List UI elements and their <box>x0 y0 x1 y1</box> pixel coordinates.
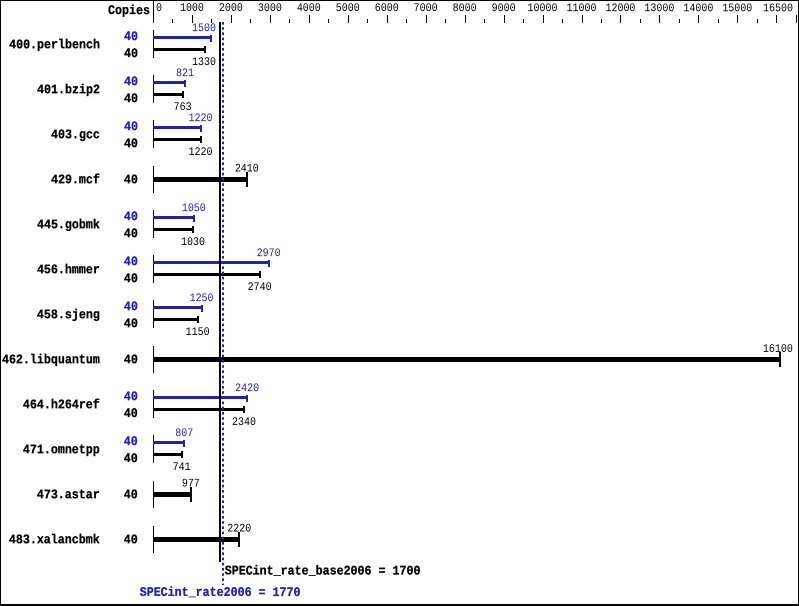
svg-text:40: 40 <box>124 227 138 242</box>
svg-text:40: 40 <box>124 210 138 225</box>
svg-text:40: 40 <box>124 452 138 467</box>
svg-text:11000: 11000 <box>567 3 597 16</box>
svg-text:445.gobmk: 445.gobmk <box>37 218 100 233</box>
svg-text:483.xalancbmk: 483.xalancbmk <box>9 533 100 548</box>
svg-text:473.astar: 473.astar <box>37 488 100 503</box>
svg-text:15000: 15000 <box>722 3 752 16</box>
svg-text:763: 763 <box>174 101 192 114</box>
svg-text:40: 40 <box>124 317 138 332</box>
svg-text:400.perlbench: 400.perlbench <box>9 38 100 53</box>
svg-text:40: 40 <box>124 92 138 107</box>
svg-text:40: 40 <box>124 30 138 45</box>
svg-text:40: 40 <box>124 173 138 188</box>
svg-text:40: 40 <box>124 75 138 90</box>
svg-text:5000: 5000 <box>336 2 360 15</box>
svg-text:40: 40 <box>124 300 138 315</box>
svg-text:40: 40 <box>124 533 138 548</box>
svg-text:1150: 1150 <box>186 326 210 339</box>
svg-text:7000: 7000 <box>414 2 438 15</box>
svg-text:458.sjeng: 458.sjeng <box>37 308 100 323</box>
svg-text:2220: 2220 <box>227 523 251 536</box>
svg-text:401.bzip2: 401.bzip2 <box>37 83 100 98</box>
svg-text:40: 40 <box>124 390 138 405</box>
svg-text:1050: 1050 <box>182 203 206 216</box>
svg-text:403.gcc: 403.gcc <box>51 128 100 143</box>
svg-text:821: 821 <box>176 68 194 81</box>
svg-text:741: 741 <box>173 461 191 474</box>
svg-text:464.h264ref: 464.h264ref <box>23 398 100 413</box>
svg-text:40: 40 <box>124 272 138 287</box>
svg-text:1220: 1220 <box>188 113 212 126</box>
svg-text:40: 40 <box>124 47 138 62</box>
svg-text:40: 40 <box>124 255 138 270</box>
svg-text:4000: 4000 <box>297 2 321 15</box>
svg-text:1220: 1220 <box>188 146 212 159</box>
svg-text:10000: 10000 <box>528 3 558 16</box>
svg-text:0: 0 <box>156 2 162 15</box>
svg-text:977: 977 <box>182 478 200 491</box>
svg-text:16500: 16500 <box>763 3 793 16</box>
svg-text:13000: 13000 <box>644 3 674 16</box>
svg-text:40: 40 <box>124 137 138 152</box>
svg-text:1500: 1500 <box>192 23 216 36</box>
svg-text:1030: 1030 <box>181 236 205 249</box>
svg-text:471.omnetpp: 471.omnetpp <box>23 443 100 458</box>
svg-text:40: 40 <box>124 407 138 422</box>
svg-text:3000: 3000 <box>258 2 282 15</box>
svg-text:2410: 2410 <box>235 163 259 176</box>
svg-text:40: 40 <box>124 120 138 135</box>
svg-text:1330: 1330 <box>192 56 216 69</box>
svg-text:1250: 1250 <box>190 293 214 306</box>
svg-text:462.libquantum: 462.libquantum <box>2 353 100 368</box>
svg-text:12000: 12000 <box>605 3 635 16</box>
svg-text:9000: 9000 <box>492 3 516 16</box>
svg-text:1000: 1000 <box>180 2 204 15</box>
svg-text:2970: 2970 <box>257 248 281 261</box>
svg-text:2000: 2000 <box>219 2 243 15</box>
svg-text:40: 40 <box>124 353 138 368</box>
svg-text:429.mcf: 429.mcf <box>51 173 100 188</box>
svg-text:16100: 16100 <box>763 343 793 356</box>
svg-text:6000: 6000 <box>375 2 399 15</box>
svg-text:SPECint_rate_base2006 = 1700: SPECint_rate_base2006 = 1700 <box>225 564 421 579</box>
svg-text:SPECint_rate2006 = 1770: SPECint_rate2006 = 1770 <box>140 585 301 600</box>
svg-text:2420: 2420 <box>235 383 259 396</box>
svg-text:456.hmmer: 456.hmmer <box>37 263 100 278</box>
svg-text:14000: 14000 <box>683 3 713 16</box>
svg-text:2740: 2740 <box>248 281 272 294</box>
svg-text:2340: 2340 <box>232 416 256 429</box>
svg-text:8000: 8000 <box>453 2 477 15</box>
svg-text:40: 40 <box>124 488 138 503</box>
svg-text:807: 807 <box>175 428 193 441</box>
svg-text:Copies: Copies <box>108 4 150 19</box>
svg-text:40: 40 <box>124 435 138 450</box>
